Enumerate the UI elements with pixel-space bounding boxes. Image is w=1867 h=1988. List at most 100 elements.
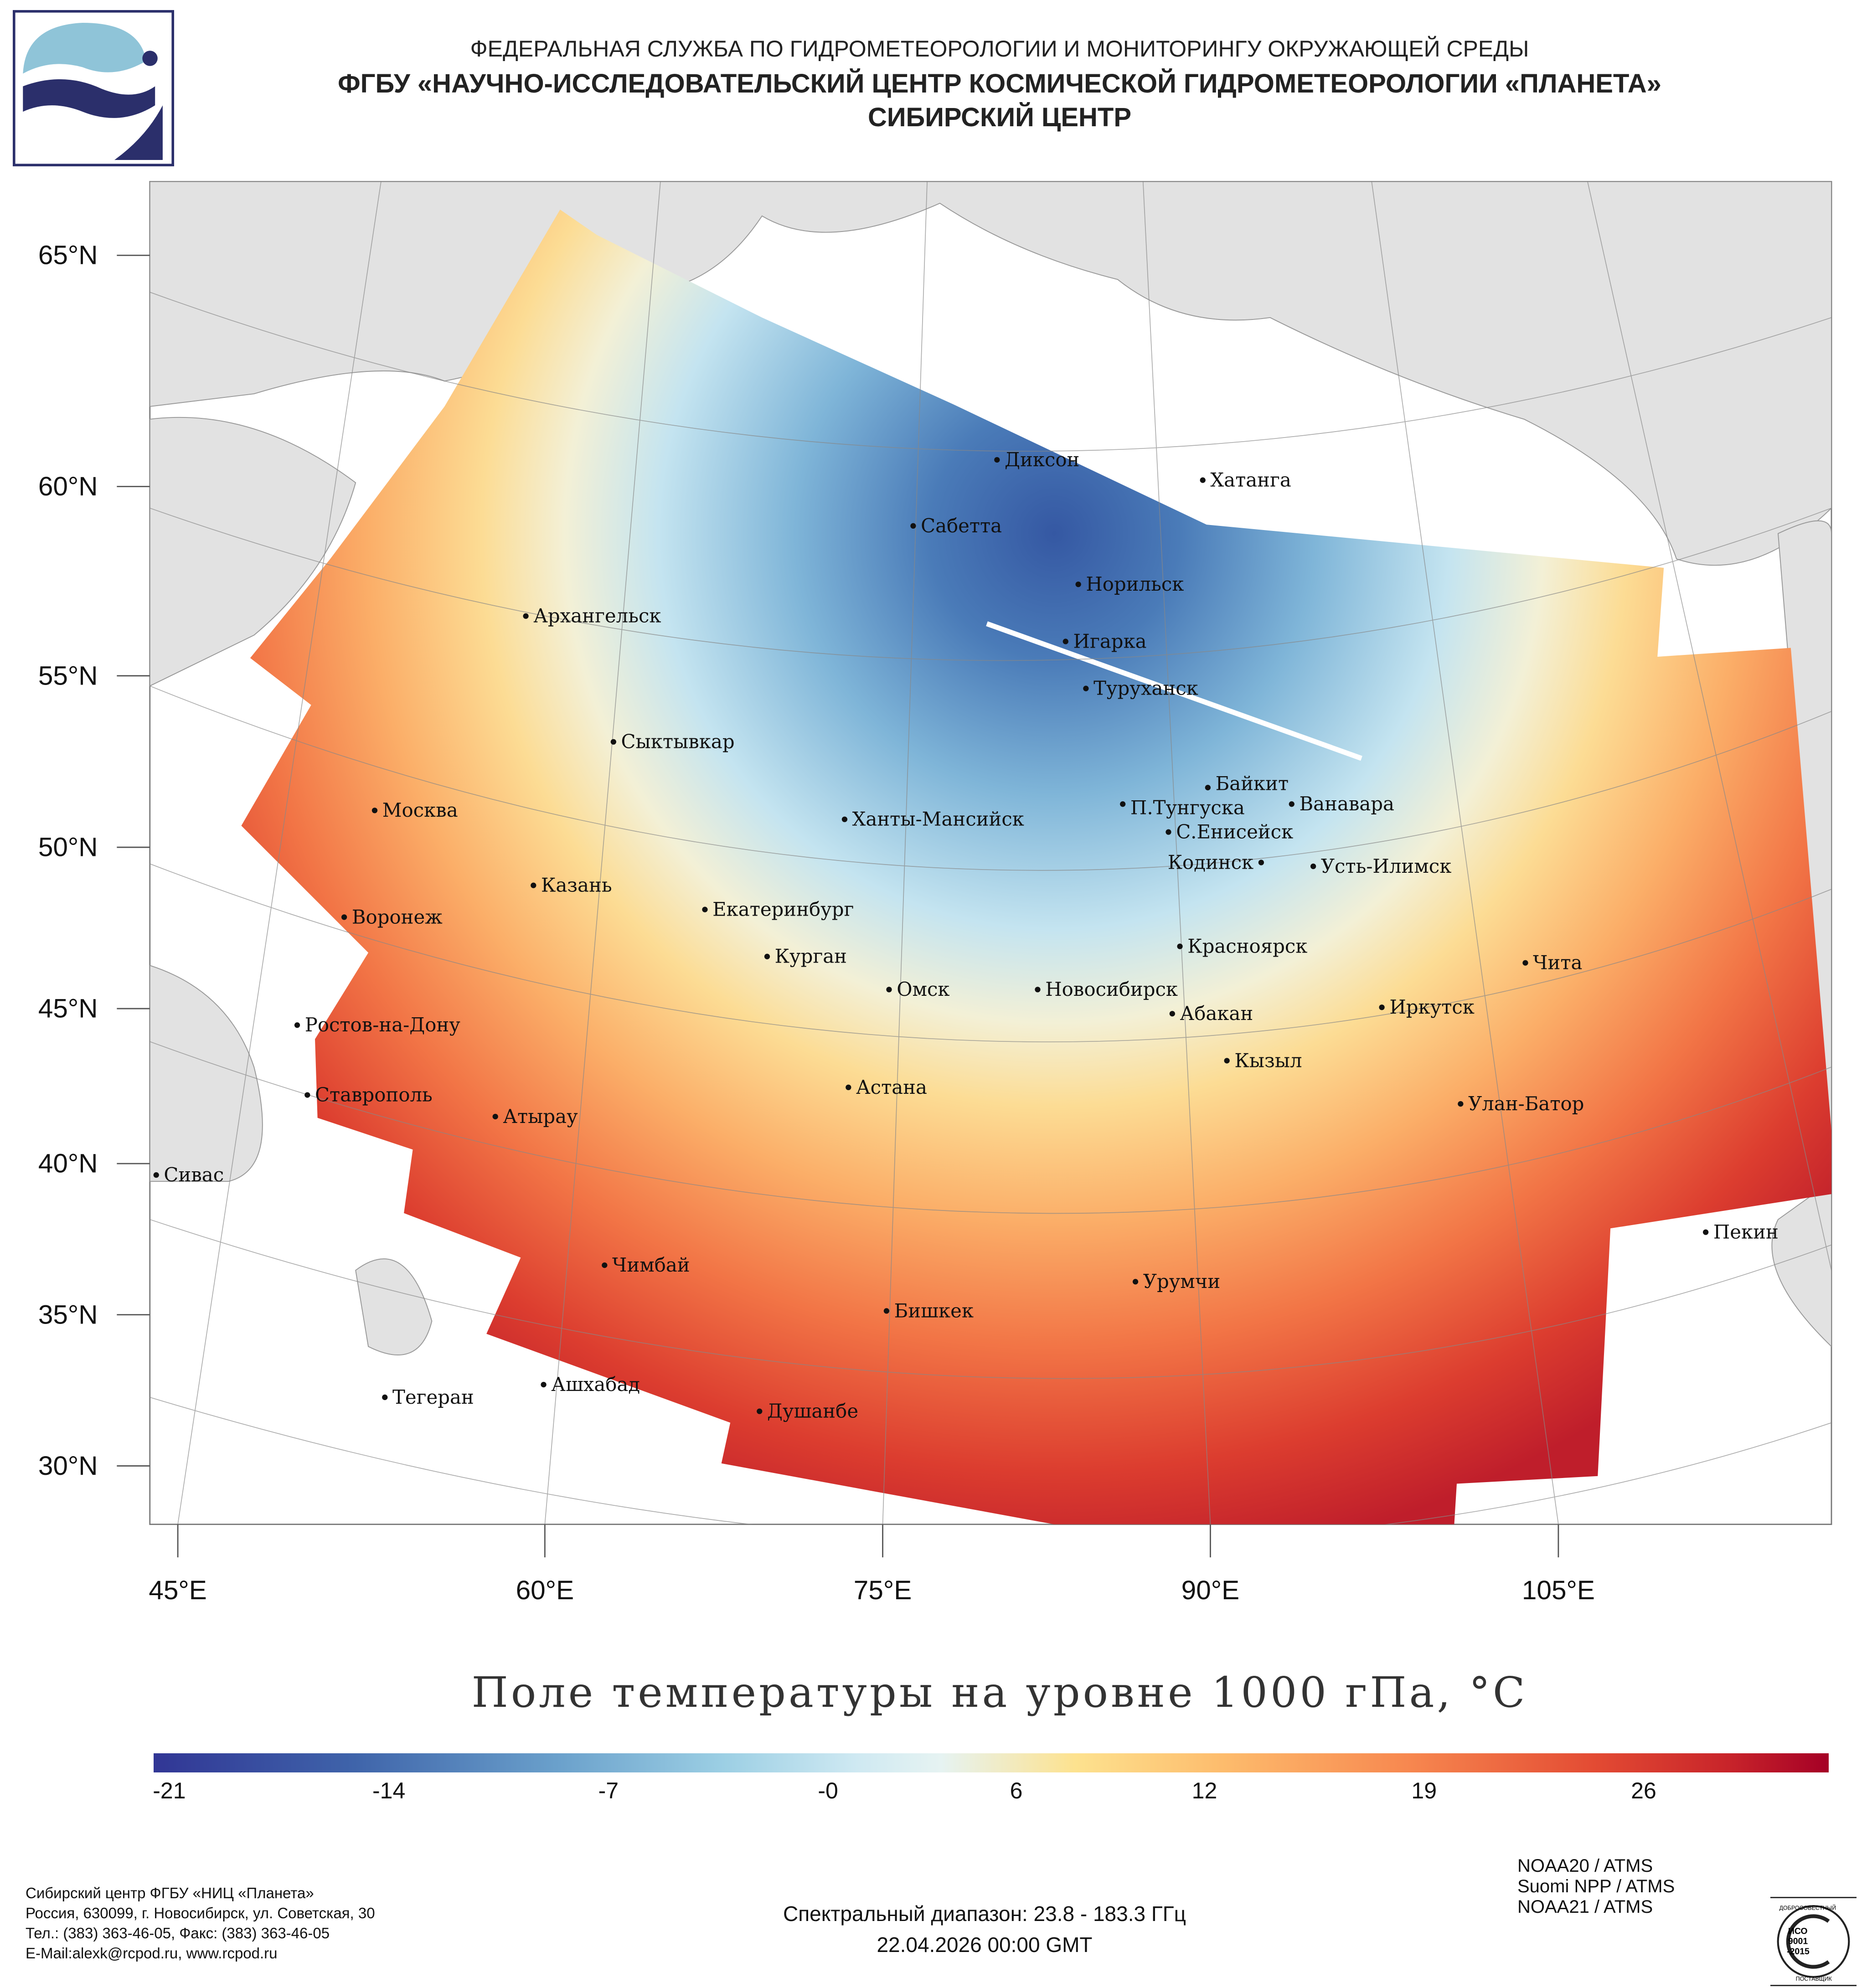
graticule: [150, 181, 1831, 1524]
city-dot: [846, 1084, 851, 1090]
city-dot: [531, 882, 536, 888]
city-marker: Диксон: [994, 448, 1079, 471]
city-marker: Хатанга: [1200, 469, 1291, 491]
city-label: Красноярск: [1187, 935, 1307, 957]
city-dot: [1075, 581, 1081, 587]
city-marker: Иркутск: [1379, 996, 1475, 1018]
city-label: С.Енисейск: [1176, 821, 1293, 843]
city-dot: [1258, 860, 1264, 865]
city-marker: Урумчи: [1132, 1270, 1221, 1293]
colorbar-tick-label: 6: [1010, 1778, 1023, 1803]
city-dot: [1224, 1058, 1230, 1064]
city-marker: Игарка: [1062, 630, 1147, 652]
svg-text:ИСО: ИСО: [1788, 1926, 1808, 1936]
city-dot: [994, 457, 1000, 463]
map-title: Поле температуры на уровне 1000 гПа, °С: [471, 1668, 1528, 1717]
lat-label: 50°N: [38, 833, 98, 862]
header-agency: ФЕДЕРАЛЬНАЯ СЛУЖБА ПО ГИДРОМЕТЕОРОЛОГИИ …: [470, 36, 1529, 62]
city-dot: [1169, 1011, 1175, 1017]
satellite-2: Suomi NPP / ATMS: [1517, 1876, 1675, 1896]
city-marker: Москва: [371, 799, 458, 821]
city-label: Урумчи: [1143, 1270, 1221, 1293]
city-dot: [1132, 1279, 1139, 1285]
city-label: Туруханск: [1093, 677, 1198, 700]
city-marker: Кызыл: [1224, 1049, 1302, 1071]
city-marker: Казань: [531, 874, 612, 896]
city-dot: [371, 808, 378, 814]
city-dot: [153, 1172, 159, 1178]
city-marker: Екатеринбург: [702, 898, 854, 921]
city-label: Хатанга: [1210, 469, 1291, 491]
city-dot: [602, 1262, 608, 1268]
satellite-1: NOAA20 / ATMS: [1517, 1856, 1653, 1876]
datetime: 22.04.2026 00:00 GMT: [877, 1933, 1093, 1957]
data-gap: [986, 621, 1362, 761]
colorbar-tick-label: -14: [372, 1778, 406, 1803]
city-label: Сыктывкар: [621, 731, 735, 753]
city-label: Тегеран: [392, 1386, 474, 1408]
city-dot: [886, 987, 892, 993]
city-marker: Красноярск: [1177, 935, 1307, 957]
city-label: Атырау: [503, 1105, 578, 1128]
city-dot: [1702, 1229, 1709, 1235]
east-land: [1771, 520, 1831, 1347]
city-label: Чимбай: [612, 1254, 690, 1276]
city-dot: [1310, 863, 1316, 870]
lon-label: 105°E: [1522, 1576, 1595, 1605]
lat-label: 35°N: [38, 1300, 98, 1329]
lat-label: 40°N: [38, 1149, 98, 1179]
city-marker: Архангельск: [523, 605, 661, 627]
data-swath: [241, 209, 1831, 1524]
city-label: Чита: [1533, 952, 1582, 974]
lat-label: 60°N: [38, 472, 98, 501]
lon-label: 60°E: [516, 1576, 574, 1605]
city-label: Омск: [897, 978, 949, 1000]
city-label: Бишкек: [894, 1299, 974, 1322]
svg-text:ДОБРОСОВЕСТНЫЙ: ДОБРОСОВЕСТНЫЙ: [1779, 1905, 1836, 1911]
city-dot: [1458, 1101, 1464, 1107]
city-dot: [1083, 685, 1089, 691]
city-marker: Улан-Батор: [1458, 1092, 1584, 1115]
colorbar: [154, 1753, 1829, 1772]
city-marker: Астана: [846, 1076, 927, 1098]
city-marker: Атырау: [492, 1105, 578, 1128]
city-label: Астана: [856, 1076, 927, 1098]
city-marker: Чита: [1522, 952, 1582, 974]
city-dot: [492, 1113, 498, 1120]
city-marker: П.Тунгуска: [1120, 797, 1245, 819]
city-label: Екатеринбург: [712, 898, 854, 921]
city-label: Норильск: [1086, 573, 1184, 595]
city-label: Новосибирск: [1045, 978, 1178, 1000]
colorbar-tick-label: -0: [818, 1778, 838, 1803]
city-marker: Пекин: [1702, 1221, 1779, 1243]
header-center: СИБИРСКИЙ ЦЕНТР: [867, 103, 1132, 132]
city-dot: [1289, 801, 1295, 807]
spectral-range: Спектральный диапазон: 23.8 - 183.3 ГГц: [783, 1902, 1186, 1926]
satellite-3: NOAA21 / ATMS: [1517, 1897, 1653, 1917]
city-label: Улан-Батор: [1468, 1092, 1584, 1115]
city-label: Кызыл: [1234, 1049, 1302, 1071]
lon-label: 90°E: [1181, 1576, 1240, 1605]
city-marker: Душанбе: [757, 1400, 858, 1422]
city-marker: Ставрополь: [304, 1084, 433, 1106]
city-dot: [1200, 477, 1206, 483]
city-marker: Бишкек: [883, 1299, 974, 1322]
org-contacts: Сибирский центр ФГБУ «НИЦ «Планета» Росс…: [26, 1883, 375, 1963]
org-address: Россия, 630099, г. Новосибирск, ул. Сове…: [26, 1905, 375, 1921]
planeta-logo: [13, 10, 174, 166]
city-label: Кодинск: [1168, 851, 1253, 873]
product-info: Спектральный диапазон: 23.8 - 183.3 ГГц …: [720, 1898, 1249, 1960]
city-dot: [382, 1394, 388, 1401]
city-label: Сивас: [164, 1164, 224, 1186]
city-marker: Омск: [886, 978, 949, 1000]
city-label: Абакан: [1180, 1002, 1253, 1025]
city-marker: Ванавара: [1289, 793, 1394, 815]
europe-land: [150, 417, 356, 687]
city-marker: Байкит: [1205, 773, 1289, 795]
city-dot: [757, 1408, 763, 1414]
header-institute: ФГБУ «НАУЧНО-ИССЛЕДОВАТЕЛЬСКИЙ ЦЕНТР КОС…: [338, 69, 1661, 98]
city-marker: Абакан: [1169, 1002, 1253, 1025]
lon-label: 75°E: [854, 1576, 912, 1605]
city-label: Сабетта: [921, 515, 1002, 537]
city-marker: Ростов-на-Дону: [294, 1014, 460, 1036]
